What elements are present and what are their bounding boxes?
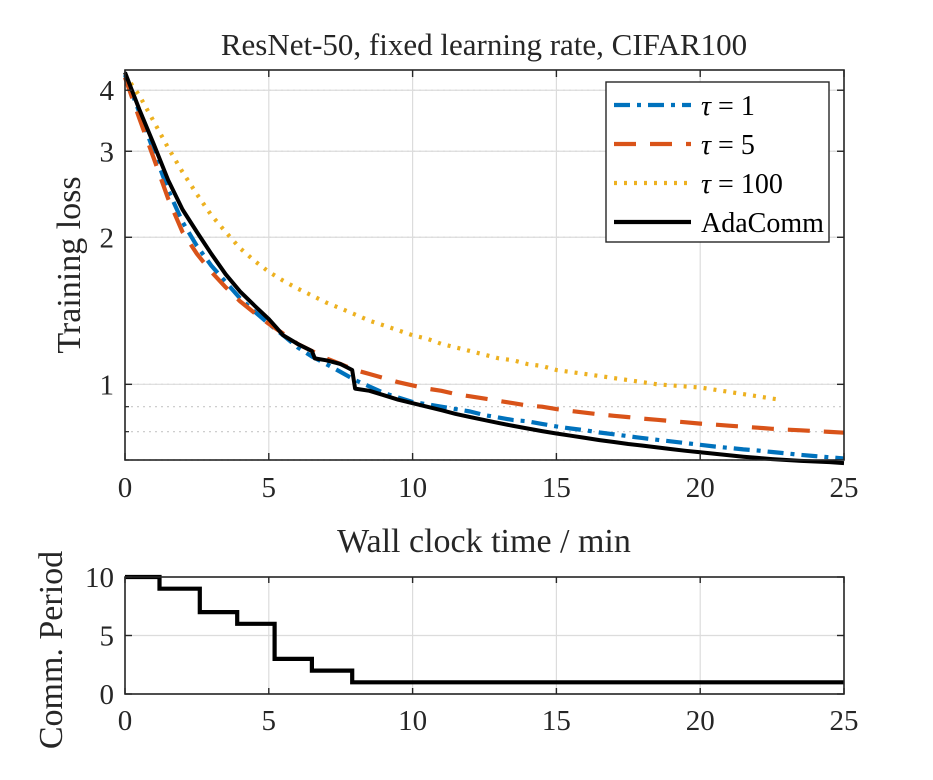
top-axis-ticks: 0 5 10 15 20 25 1 2 3 4 bbox=[100, 70, 859, 504]
series-line-adacomm bbox=[123, 71, 845, 466]
legend-tau-symbol: τ bbox=[701, 169, 712, 200]
legend-label-tau1: τ = 1 bbox=[701, 91, 755, 122]
series-line-tau5 bbox=[123, 76, 845, 435]
series-line-tau1 bbox=[123, 74, 845, 461]
training-loss-chart: 0 5 10 15 20 25 1 2 3 4 ResNet-50, fixed learning… bbox=[51, 27, 859, 560]
bottom-y-axis-label: Comm. Period bbox=[33, 551, 70, 749]
x-tick-label: 25 bbox=[830, 472, 859, 504]
legend-value: = 1 bbox=[711, 91, 755, 122]
x-tick-label: 15 bbox=[542, 472, 571, 504]
bottom-x-tick-label: 5 bbox=[262, 705, 277, 737]
top-series-group bbox=[123, 71, 845, 466]
legend-value: AdaComm bbox=[701, 208, 824, 239]
x-tick-label: 0 bbox=[118, 472, 133, 504]
bottom-y-tick-label: 0 bbox=[100, 679, 115, 711]
bottom-axis-ticks: 0 5 10 15 20 25 0 5 10 bbox=[85, 562, 859, 737]
top-x-axis-label: Wall clock time / min bbox=[337, 523, 631, 560]
bottom-series-group bbox=[125, 574, 844, 685]
x-tick-label: 10 bbox=[398, 472, 427, 504]
y-tick-label: 4 bbox=[100, 75, 115, 107]
legend-value: = 5 bbox=[711, 130, 755, 161]
legend-label-tau5: τ = 5 bbox=[701, 130, 755, 161]
legend-value: = 100 bbox=[711, 169, 783, 200]
bottom-x-tick-label: 0 bbox=[118, 705, 133, 737]
legend-box bbox=[605, 81, 830, 243]
legend-label-tau100: τ = 100 bbox=[701, 169, 783, 200]
bottom-x-tick-label: 25 bbox=[830, 705, 859, 737]
bottom-x-tick-label: 10 bbox=[398, 705, 427, 737]
chart-title: ResNet-50, fixed learning rate, CIFAR100 bbox=[221, 27, 747, 62]
bottom-x-tick-label: 20 bbox=[686, 705, 715, 737]
top-y-axis-label: Training loss bbox=[51, 176, 88, 353]
legend-tau-symbol: τ bbox=[701, 91, 712, 122]
y-tick-label: 3 bbox=[100, 136, 115, 168]
legend-label-adacomm: AdaComm bbox=[701, 208, 824, 239]
top-plot-frame bbox=[124, 69, 845, 461]
y-tick-label: 2 bbox=[100, 222, 115, 254]
y-tick-label: 1 bbox=[100, 369, 115, 401]
bottom-x-tick-label: 15 bbox=[542, 705, 571, 737]
bottom-y-tick-label: 5 bbox=[100, 621, 115, 653]
comm-period-step-line bbox=[125, 574, 844, 685]
bottom-y-tick-label: 10 bbox=[85, 562, 114, 594]
x-tick-label: 20 bbox=[686, 472, 715, 504]
series-line-tau100 bbox=[123, 73, 781, 402]
x-tick-label: 5 bbox=[262, 472, 277, 504]
legend-tau-symbol: τ bbox=[701, 130, 712, 161]
comm-period-chart: 0 5 10 15 20 25 0 5 10 Comm. Period bbox=[33, 551, 859, 749]
